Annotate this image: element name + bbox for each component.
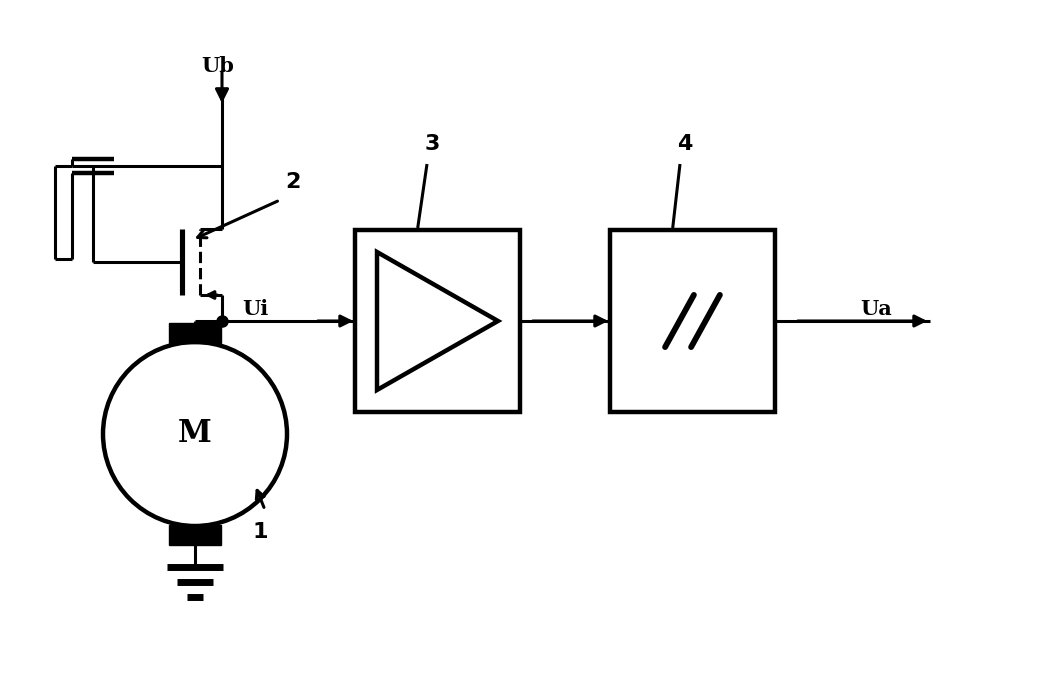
Text: 4: 4 bbox=[678, 134, 692, 154]
Text: Ub: Ub bbox=[202, 56, 235, 76]
Bar bbox=[355, 230, 520, 412]
Text: Ui: Ui bbox=[242, 299, 269, 319]
Text: M: M bbox=[178, 418, 212, 450]
Text: 3: 3 bbox=[425, 134, 440, 154]
Bar bbox=[610, 230, 775, 412]
Text: 1: 1 bbox=[253, 522, 268, 542]
Text: 2: 2 bbox=[285, 172, 301, 192]
Bar bbox=[169, 323, 221, 343]
Bar bbox=[169, 525, 221, 545]
Text: Ua: Ua bbox=[860, 299, 892, 319]
